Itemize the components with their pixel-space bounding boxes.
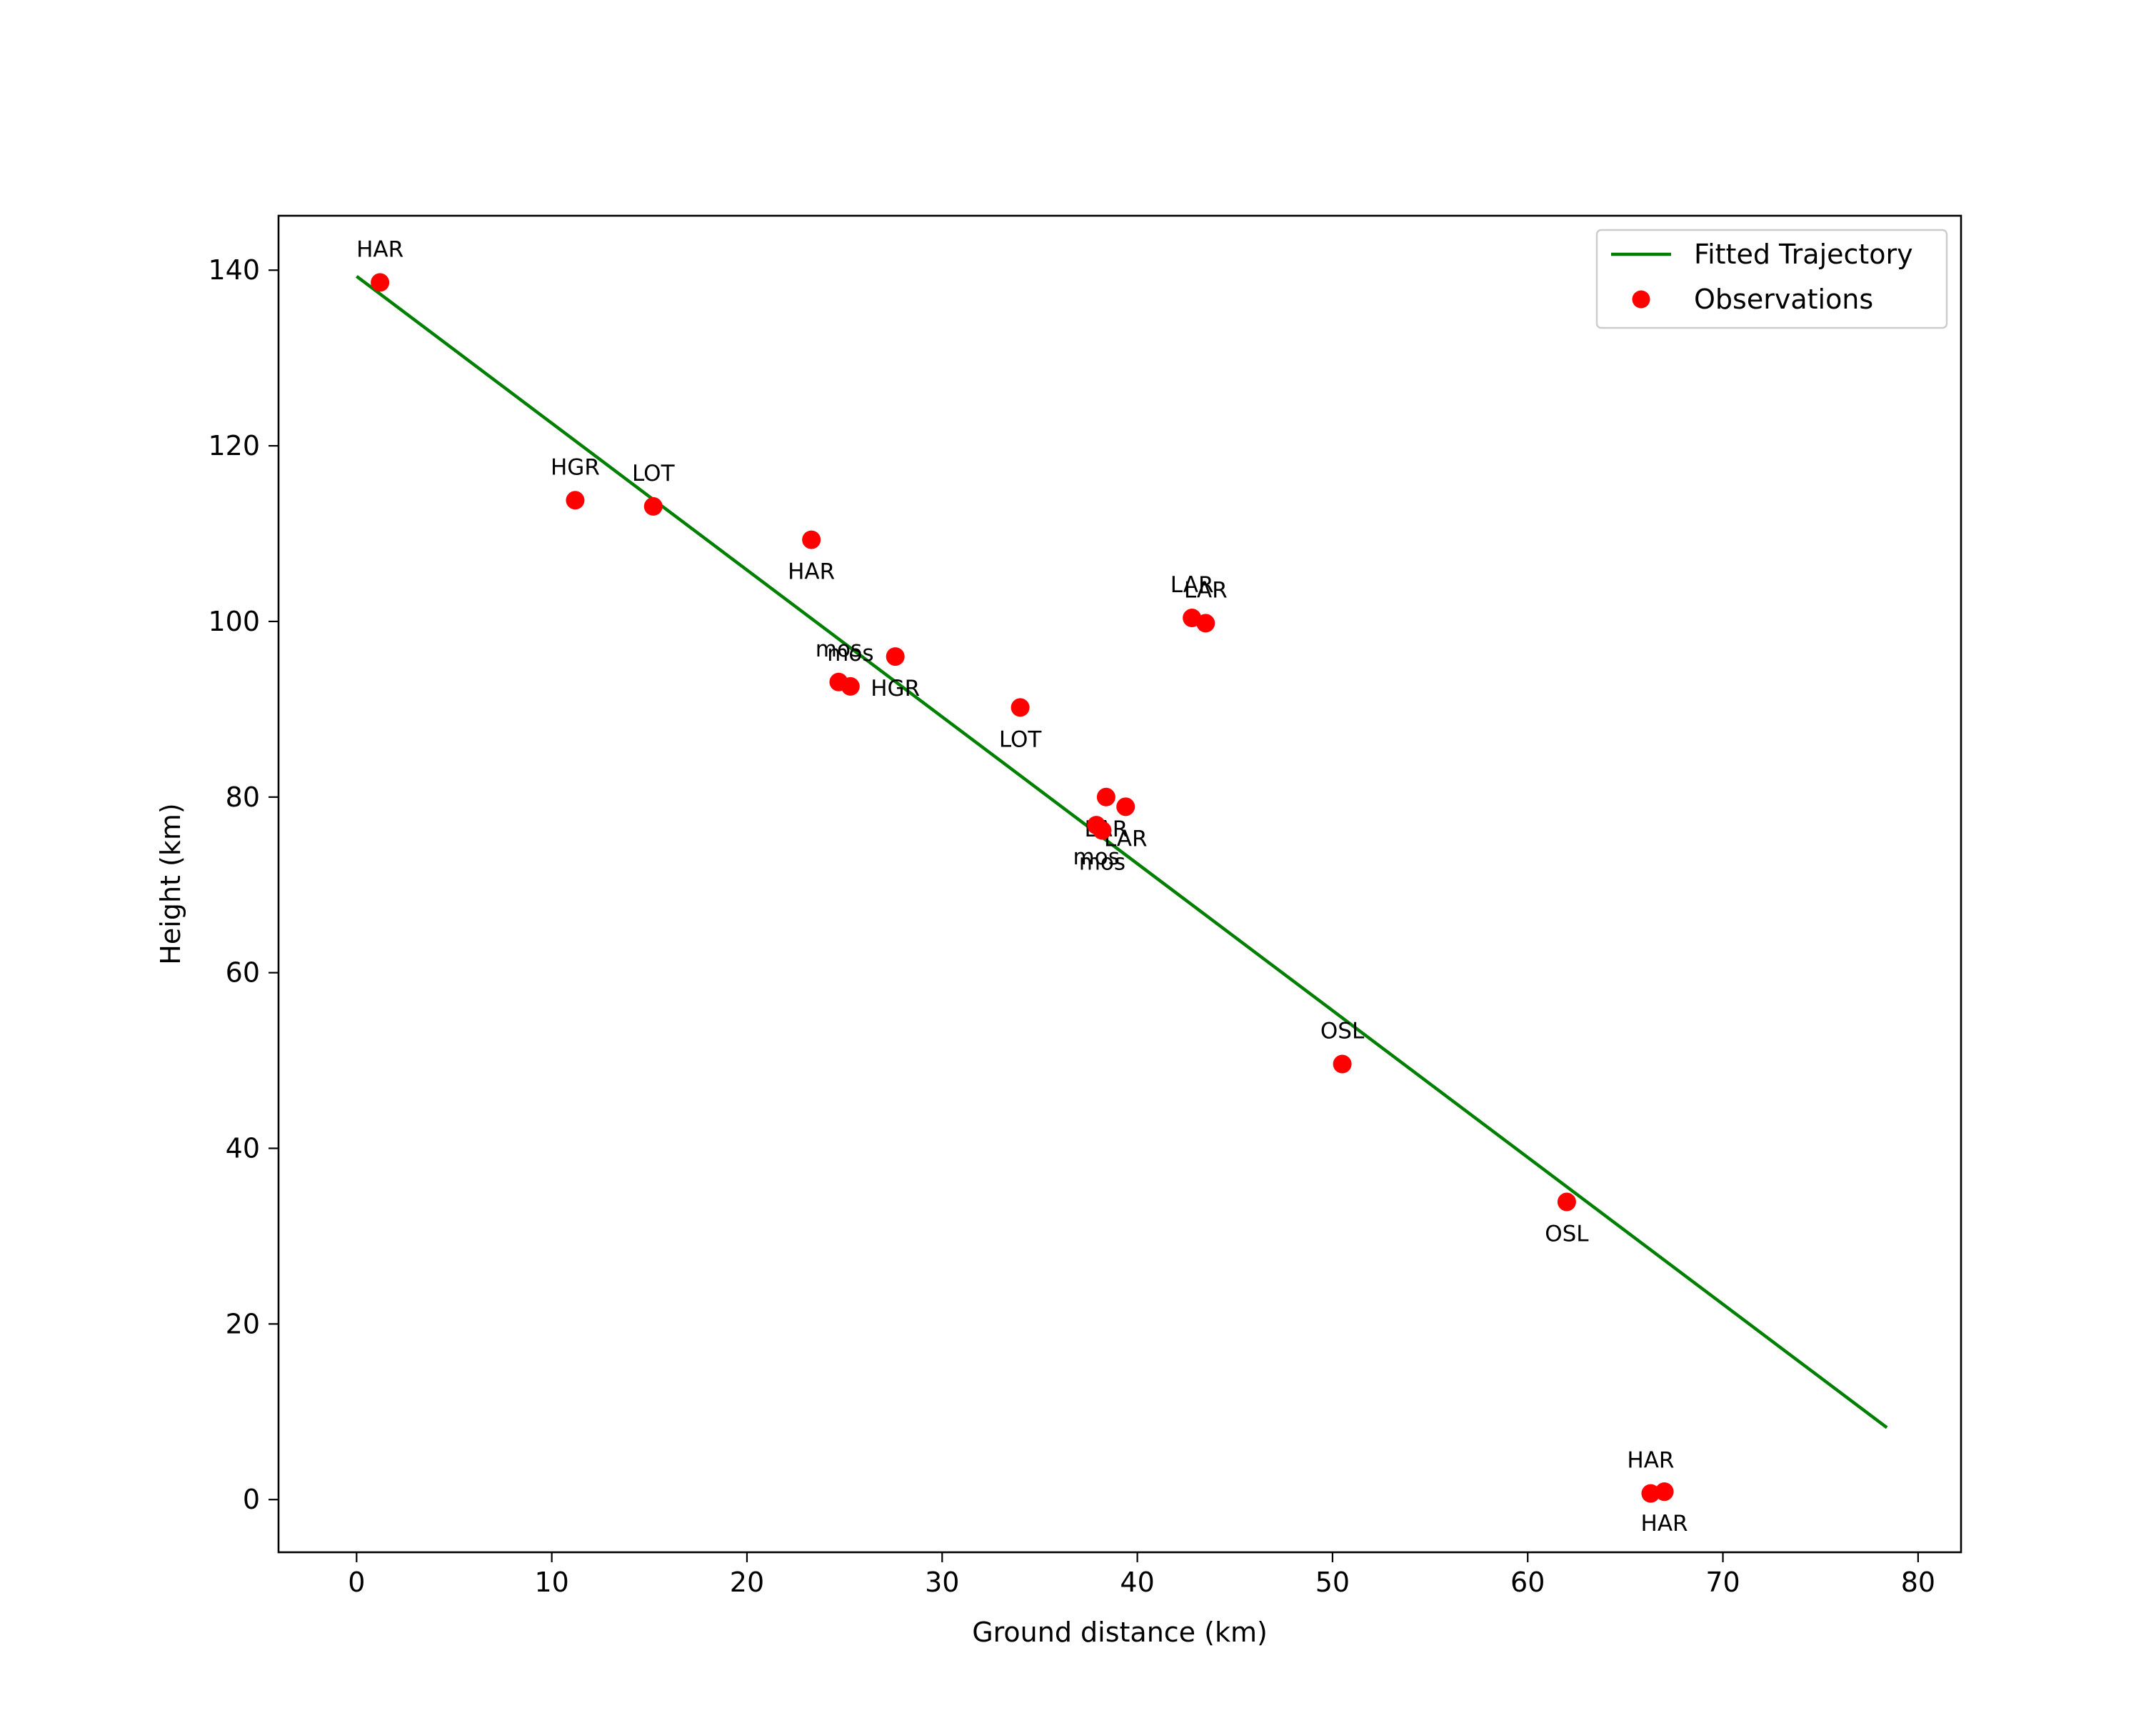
observation-point [1333, 1054, 1352, 1074]
y-tick-label: 80 [226, 781, 260, 813]
y-tick-label: 100 [208, 606, 260, 637]
y-tick-label: 60 [226, 957, 260, 989]
legend-box [1595, 229, 1948, 329]
plot-area: HARHGRLOTHARmosmosHGRLOTLARLARmosmosLARL… [355, 236, 1888, 1537]
observation-point [1557, 1192, 1576, 1212]
y-tick-label: 20 [226, 1308, 260, 1339]
observation-point [1096, 787, 1115, 806]
x-tick-label: 70 [1705, 1567, 1740, 1598]
observation-label: LAR [1184, 577, 1228, 603]
legend-trajectory-label: Fitted Trajectory [1694, 239, 1913, 270]
observation-point [643, 496, 663, 516]
observation-label: mos [1079, 850, 1125, 876]
y-tick-label: 0 [243, 1484, 260, 1515]
observation-point [1116, 797, 1135, 816]
y-tick-label: 120 [208, 430, 260, 461]
y-tick-label: 40 [226, 1133, 260, 1164]
observation-point [1093, 821, 1112, 840]
legend-observations-label: Observations [1694, 284, 1873, 315]
observation-label: HGR [551, 454, 600, 480]
observation-label: LAR [1170, 572, 1214, 598]
x-tick-label: 60 [1510, 1567, 1545, 1598]
observation-label: OSL [1545, 1222, 1589, 1247]
y-axis-label: Height (km) [155, 803, 186, 964]
y-axis: 0 20 40 60 80 100 120 140 [208, 254, 279, 1515]
observation-label: HAR [1641, 1511, 1688, 1537]
legend: Fitted Trajectory Observations [1595, 229, 1948, 329]
observation-point [1641, 1484, 1660, 1503]
observation-point [1011, 698, 1030, 717]
x-tick-label: 30 [925, 1567, 959, 1598]
observation-label: mos [816, 636, 862, 662]
x-tick-label: 80 [1901, 1567, 1935, 1598]
observation-point [802, 530, 821, 549]
observation-point [1655, 1482, 1674, 1502]
observation-point [886, 647, 905, 666]
observation-point [371, 273, 390, 292]
x-axis-label: Ground distance (km) [972, 1617, 1268, 1648]
observation-point [1196, 614, 1215, 633]
observation-label: mos [827, 641, 873, 666]
x-tick-label: 10 [534, 1567, 568, 1598]
observation-point [566, 491, 585, 510]
observation-label: LOT [632, 461, 676, 486]
observation-label: OSL [1320, 1019, 1365, 1044]
observation-label: LOT [999, 726, 1043, 752]
legend-observations-swatch [1632, 290, 1650, 309]
x-tick-label: 20 [730, 1567, 764, 1598]
x-tick-label: 0 [348, 1567, 365, 1598]
x-axis: 0 10 20 30 40 50 60 70 80 [348, 1552, 1935, 1598]
x-tick-label: 40 [1120, 1567, 1154, 1598]
observation-label: HAR [356, 236, 403, 262]
x-tick-label: 50 [1315, 1567, 1350, 1598]
observation-point [841, 676, 860, 696]
observation-label: mos [1073, 844, 1120, 870]
trajectory-line [355, 275, 1888, 1429]
y-tick-label: 140 [208, 254, 260, 286]
axes-frame [277, 214, 1962, 1554]
observation-label: HGR [871, 676, 920, 701]
observation-label: HAR [1627, 1448, 1674, 1474]
observation-label: HAR [788, 559, 835, 585]
